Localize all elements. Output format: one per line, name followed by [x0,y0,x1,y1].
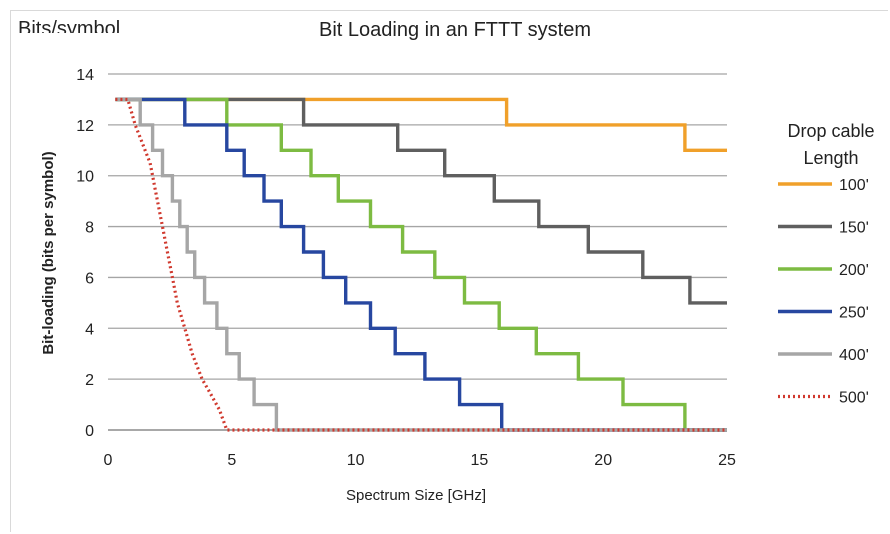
y-tick-label-4: 4 [85,321,94,338]
series-lines [115,97,727,432]
tick-labels: 0 2 4 6 8 10 12 14 0 5 10 15 20 25 [76,67,736,469]
legend-label-200ft: 200' [839,262,869,279]
chart-title: Bit Loading in an FTTT system [319,19,591,41]
legend-label-500ft: 500' [839,390,869,407]
y-axis-label: Bit-loading (bits per symbol) [40,151,57,354]
series-line-200ft [115,97,727,432]
series-line-400ft [115,97,727,432]
y-tick-label-0: 0 [85,423,94,440]
series-line-250ft [115,97,727,432]
legend-title-line-1: Drop cable [787,121,875,141]
x-tick-label-10: 10 [347,452,365,469]
legend-title-line-2: Length [803,148,859,168]
legend-label-250ft: 250' [839,305,869,322]
legend-label-150ft: 150' [839,220,869,237]
series-line-100ft [115,97,727,153]
legend-label-400ft: 400' [839,347,869,364]
x-axis-label: Spectrum Size [GHz] [346,487,486,504]
y-tick-label-12: 12 [76,118,94,135]
y-tick-label-2: 2 [85,372,94,389]
grid-lines [108,73,727,380]
x-tick-label-0: 0 [104,452,113,469]
chart-frame [10,10,888,532]
series-line-150ft [115,97,727,305]
legend: 100' 150' 200' 250' 400' 500' [778,177,869,407]
x-tick-label-25: 25 [718,452,736,469]
cropped-header-text: Bits/symbol [18,20,121,33]
y-tick-label-10: 10 [76,169,94,186]
legend-label-100ft: 100' [839,177,869,194]
y-tick-label-14: 14 [76,67,94,84]
x-tick-label-5: 5 [227,452,236,469]
legend-title: Drop cable Length [772,118,890,172]
y-tick-label-8: 8 [85,220,94,237]
x-tick-label-15: 15 [471,452,489,469]
y-tick-label-6: 6 [85,270,94,287]
x-tick-label-20: 20 [594,452,612,469]
